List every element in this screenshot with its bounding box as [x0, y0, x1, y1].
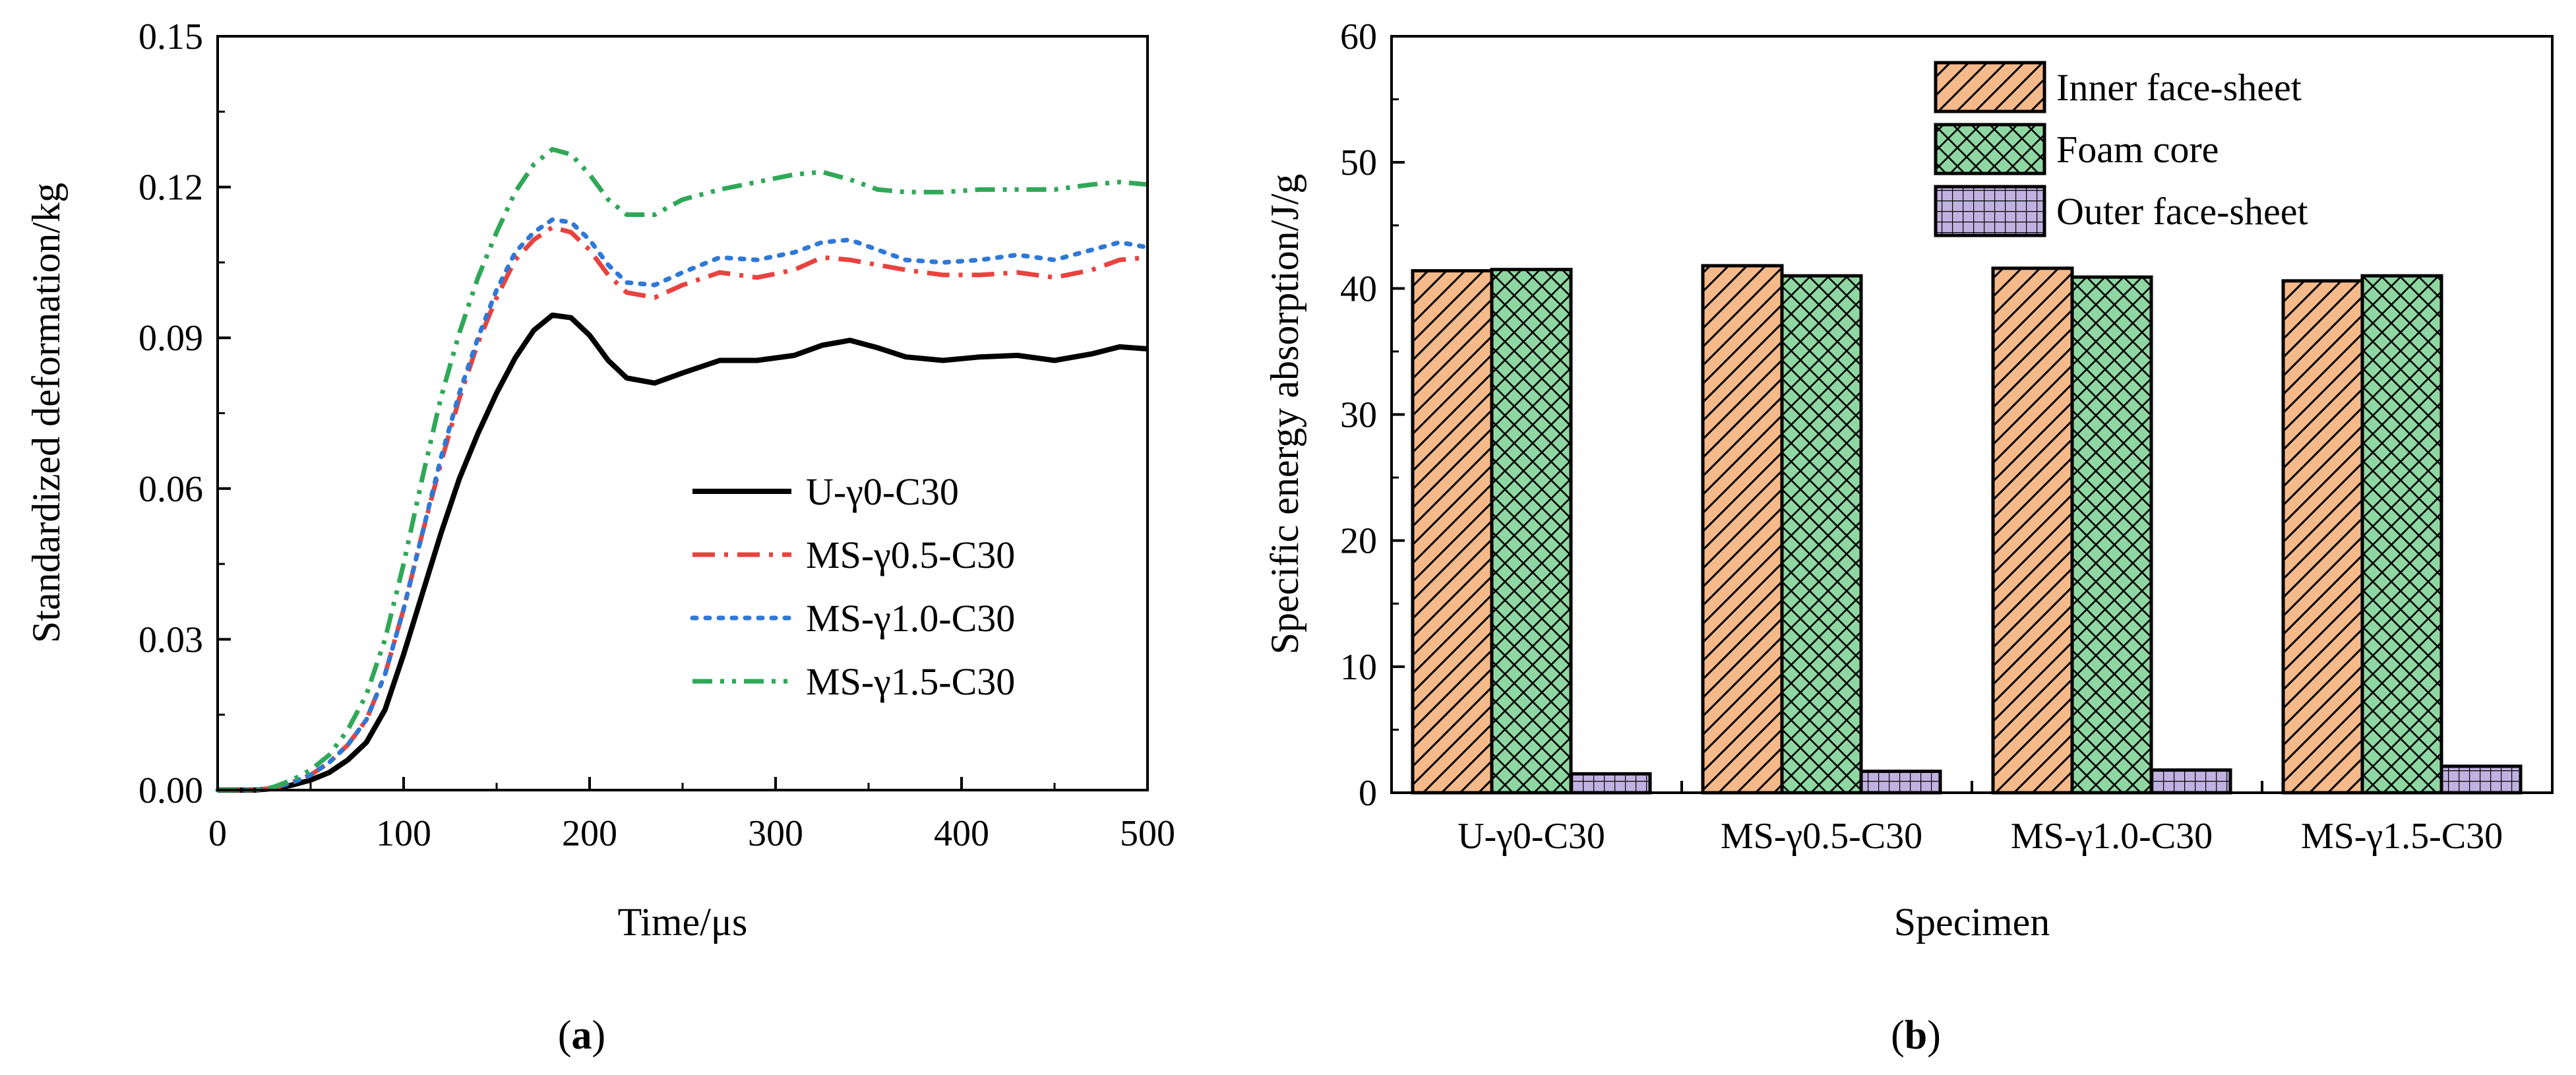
legend-label-outer-face-sheet: Outer face-sheet	[2056, 190, 2308, 233]
x-category-label: MS-γ1.5-C30	[2301, 816, 2503, 857]
x-tick-label: 300	[748, 813, 803, 854]
panel-a-legend: U-γ0-C30 MS-γ0.5-C30 MS-γ1.0-C30 MS-γ1.5-C3…	[690, 470, 1015, 703]
x-tick-label: 400	[934, 813, 989, 854]
panel-b-x-axis-title: Specimen	[1894, 900, 2050, 944]
bar-ms-1-5-c30-outer-face-sheet	[2439, 764, 2523, 795]
panel-b-y-axis-title: Specific energy absorption/J/g	[1263, 174, 1306, 655]
bar-ms-1-0-c30-foam-core	[2070, 275, 2153, 795]
legend-label-ms-0-5-c30: MS-γ0.5-C30	[806, 534, 1015, 576]
y-tick-label: 0	[1359, 773, 1377, 814]
y-tick-label: 50	[1340, 142, 1377, 183]
bar-ms-1-0-c30-outer-face-sheet	[2149, 768, 2232, 795]
legend-label-ms-1-0-c30: MS-γ1.0-C30	[806, 597, 1015, 640]
y-tick-label: 0.06	[138, 469, 203, 510]
x-tick-label: 100	[376, 813, 431, 854]
panel-b-bar-chart: U-γ0-C30 MS-γ0.5-C30 MS-γ1.0-C30 MS-γ1.5-C3…	[1263, 16, 2554, 1058]
panel-b-legend: Inner face-sheet Foam core Outer face-shee…	[1934, 61, 2308, 237]
bar-ms-1-5-c30-inner-face-sheet	[2281, 279, 2364, 795]
legend-swatch-foam-core	[1934, 123, 2046, 175]
y-tick-label: 0.12	[138, 168, 203, 208]
bar-u-0-c30-foam-core	[1490, 268, 1573, 795]
panel-a-y-axis-title: Standardized deformation/kg	[24, 183, 68, 643]
bar-u-0-c30-outer-face-sheet	[1569, 772, 1652, 795]
series-line-ms-1-0-c30	[215, 217, 1150, 793]
y-tick-label: 30	[1340, 395, 1377, 436]
bar-ms-0-5-c30-outer-face-sheet	[1859, 770, 1942, 795]
y-tick-label: 60	[1340, 16, 1377, 57]
x-tick-label: 500	[1120, 813, 1175, 854]
legend-label-ms-1-5-c30: MS-γ1.5-C30	[806, 660, 1015, 703]
x-category-label: MS-γ1.0-C30	[2011, 816, 2213, 857]
y-tick-label: 0.15	[138, 16, 203, 57]
x-category-label: MS-γ0.5-C30	[1721, 816, 1922, 857]
y-tick-label: 20	[1340, 521, 1377, 562]
panel-a-series-lines	[215, 146, 1150, 793]
series-line-u-0-c30	[218, 312, 1148, 793]
y-tick-label: 40	[1340, 268, 1377, 309]
panel-a-ticks: 0 100 200 300 400 500 0.00 0.03 0.06 0.09 0.12 0.15	[138, 16, 1175, 854]
y-tick-label: 0.00	[138, 770, 203, 811]
series-line-ms-1-5-c30	[218, 146, 1148, 793]
y-tick-label: 10	[1340, 647, 1377, 688]
panel-b-label: (b)	[1891, 1013, 1941, 1058]
legend-swatch-outer-face-sheet	[1934, 185, 2046, 237]
legend-swatch-inner-face-sheet	[1934, 61, 2046, 113]
legend-label-inner-face-sheet: Inner face-sheet	[2056, 66, 2302, 109]
panel-a-label-letter: a	[572, 1013, 592, 1058]
legend-label-u-0-c30: U-γ0-C30	[806, 470, 959, 513]
series-line-ms-0-5-c30	[218, 225, 1148, 793]
x-tick-label: 0	[208, 813, 227, 854]
panel-a-label: (a)	[558, 1013, 605, 1058]
x-tick-label: 200	[562, 813, 617, 854]
panel-b-ticks: U-γ0-C30 MS-γ0.5-C30 MS-γ1.0-C30 MS-γ1.5-C3…	[1340, 16, 2503, 857]
panel-a-x-axis-title: Time/μs	[618, 900, 748, 944]
bar-ms-1-5-c30-foam-core	[2360, 274, 2443, 795]
bar-ms-0-5-c30-foam-core	[1780, 274, 1863, 795]
y-tick-label: 0.09	[138, 318, 203, 359]
bar-u-0-c30-inner-face-sheet	[1411, 269, 1494, 795]
bar-ms-0-5-c30-inner-face-sheet	[1701, 264, 1784, 795]
legend-label-foam-core: Foam core	[2056, 128, 2219, 171]
x-category-label: U-γ0-C30	[1457, 816, 1605, 857]
bar-ms-1-0-c30-inner-face-sheet	[1991, 266, 2074, 795]
y-tick-label: 0.03	[138, 619, 203, 660]
panel-b-label-letter: b	[1905, 1013, 1927, 1058]
panel-b-bars	[1411, 264, 2523, 795]
panel-a-line-chart: 0 100 200 300 400 500 0.00 0.03 0.06 0.09 0.12 0.15…	[24, 16, 1175, 1058]
